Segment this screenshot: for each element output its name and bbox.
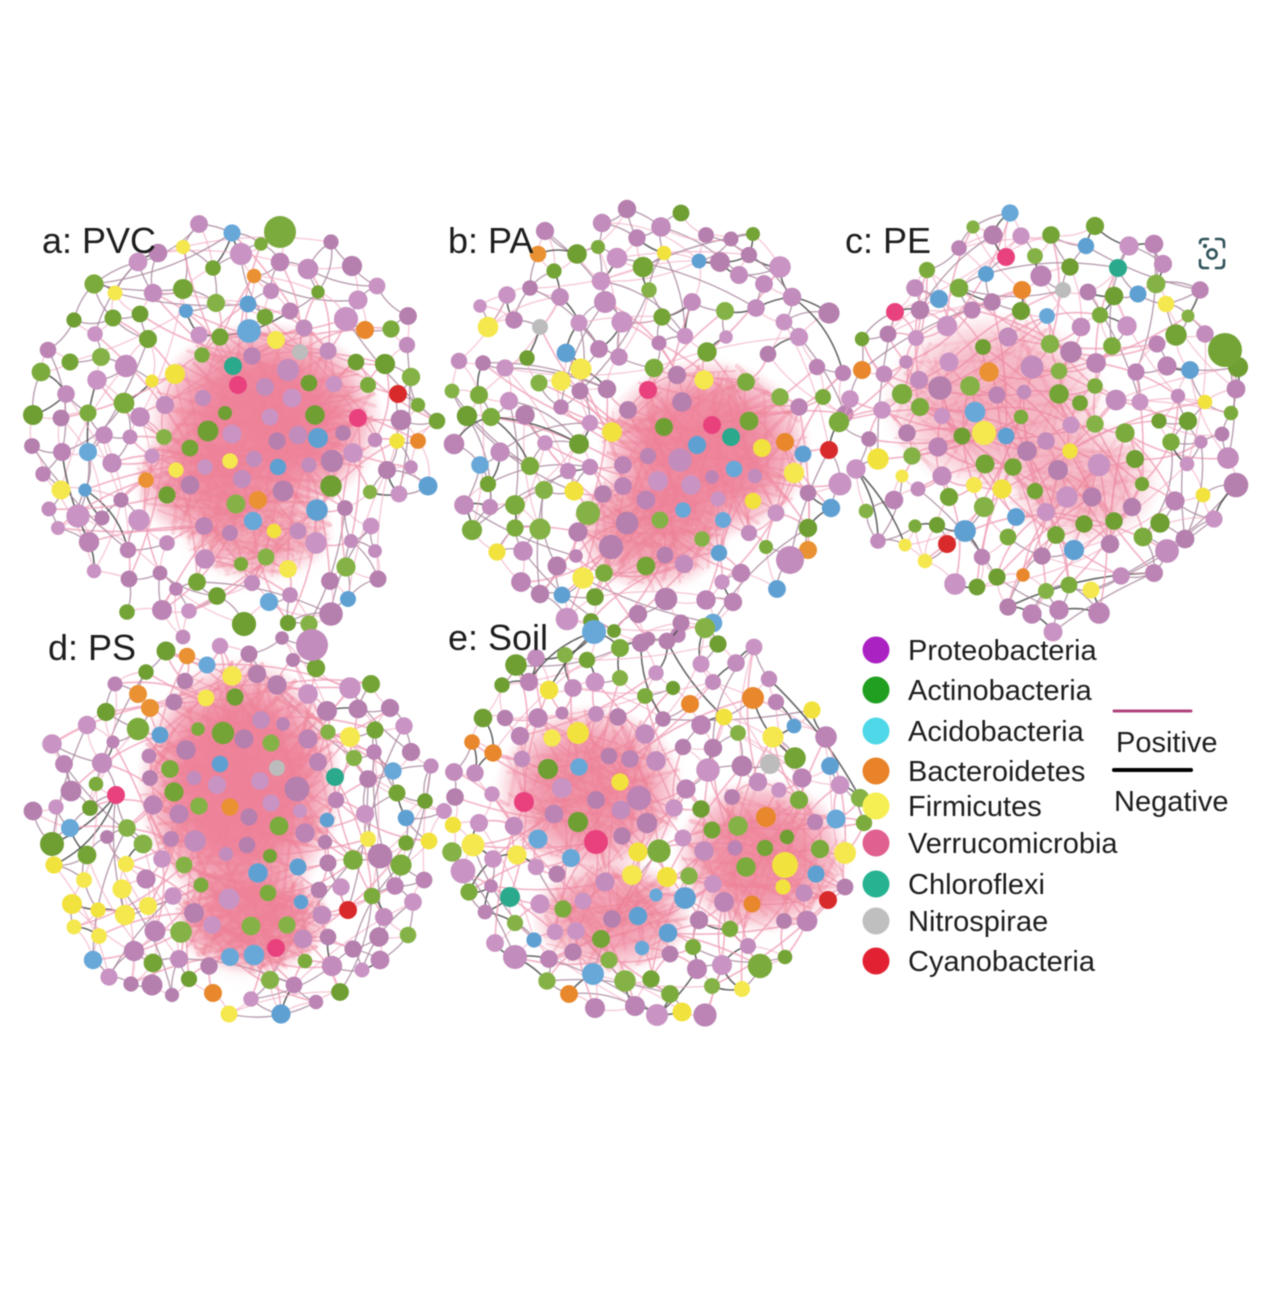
svg-text:d: PS: d: PS (48, 627, 136, 668)
svg-text:Acidobacteria: Acidobacteria (908, 716, 1085, 748)
svg-text:Bacteroidetes: Bacteroidetes (908, 756, 1085, 788)
svg-text:Firmicutes: Firmicutes (908, 791, 1042, 823)
svg-text:a: PVC: a: PVC (42, 220, 156, 261)
svg-text:Positive: Positive (1116, 727, 1218, 759)
svg-text:Cyanobacteria: Cyanobacteria (908, 946, 1096, 978)
svg-text:Nitrospirae: Nitrospirae (908, 906, 1048, 938)
svg-text:Chloroflexi: Chloroflexi (908, 869, 1045, 901)
svg-text:e: Soil: e: Soil (448, 617, 548, 658)
svg-text:Proteobacteria: Proteobacteria (908, 635, 1097, 667)
svg-text:Negative: Negative (1114, 786, 1228, 818)
svg-text:Verrucomicrobia: Verrucomicrobia (908, 828, 1118, 860)
svg-text:b: PA: b: PA (448, 220, 533, 261)
svg-text:c: PE: c: PE (845, 220, 931, 261)
svg-text:Actinobacteria: Actinobacteria (908, 675, 1093, 707)
